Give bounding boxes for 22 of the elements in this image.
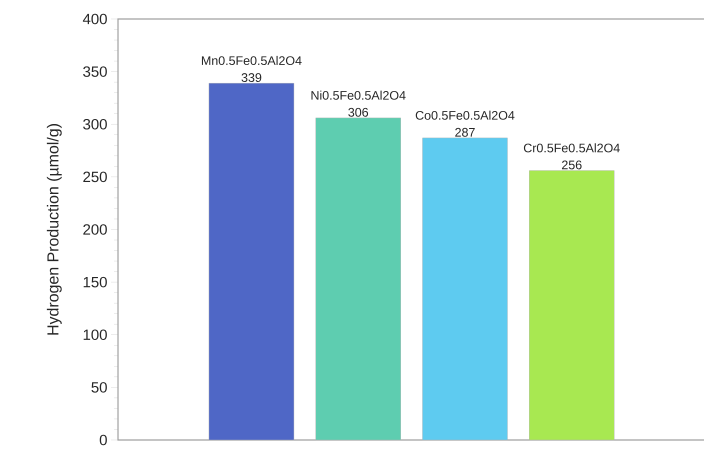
x-tick-label: Mn0.5Fe0.5Al2O4 [202,56,302,66]
y-tick-label: 100 [84,329,107,340]
x-tick-label: Ni0.5Fe0.5Al2O4 [311,90,406,100]
data-label: 306 [348,108,368,117]
bar [422,138,508,440]
y-tick-label: 50 [91,382,107,393]
bar [529,170,614,440]
y-tick-label: 150 [84,276,107,288]
y-tick-label: 0 [100,434,107,446]
x-tick-label: Co0.5Fe0.5Al2O4 [416,110,514,120]
y-tick-label: 300 [83,118,107,130]
y-tick-label: 350 [83,66,107,77]
data-label: 339 [242,73,262,82]
y-axis-title: Hydrogen Production (µmol/g) [46,124,62,335]
x-tick-label: Cr0.5Fe0.5Al2O4 [524,143,620,152]
y-tick-label: 400 [82,14,107,24]
data-label: 287 [455,128,475,137]
y-tick-label: 250 [83,172,107,182]
bar [208,82,294,440]
bar [316,118,401,440]
data-label: 256 [562,160,582,170]
y-tick-label: 200 [83,224,107,235]
